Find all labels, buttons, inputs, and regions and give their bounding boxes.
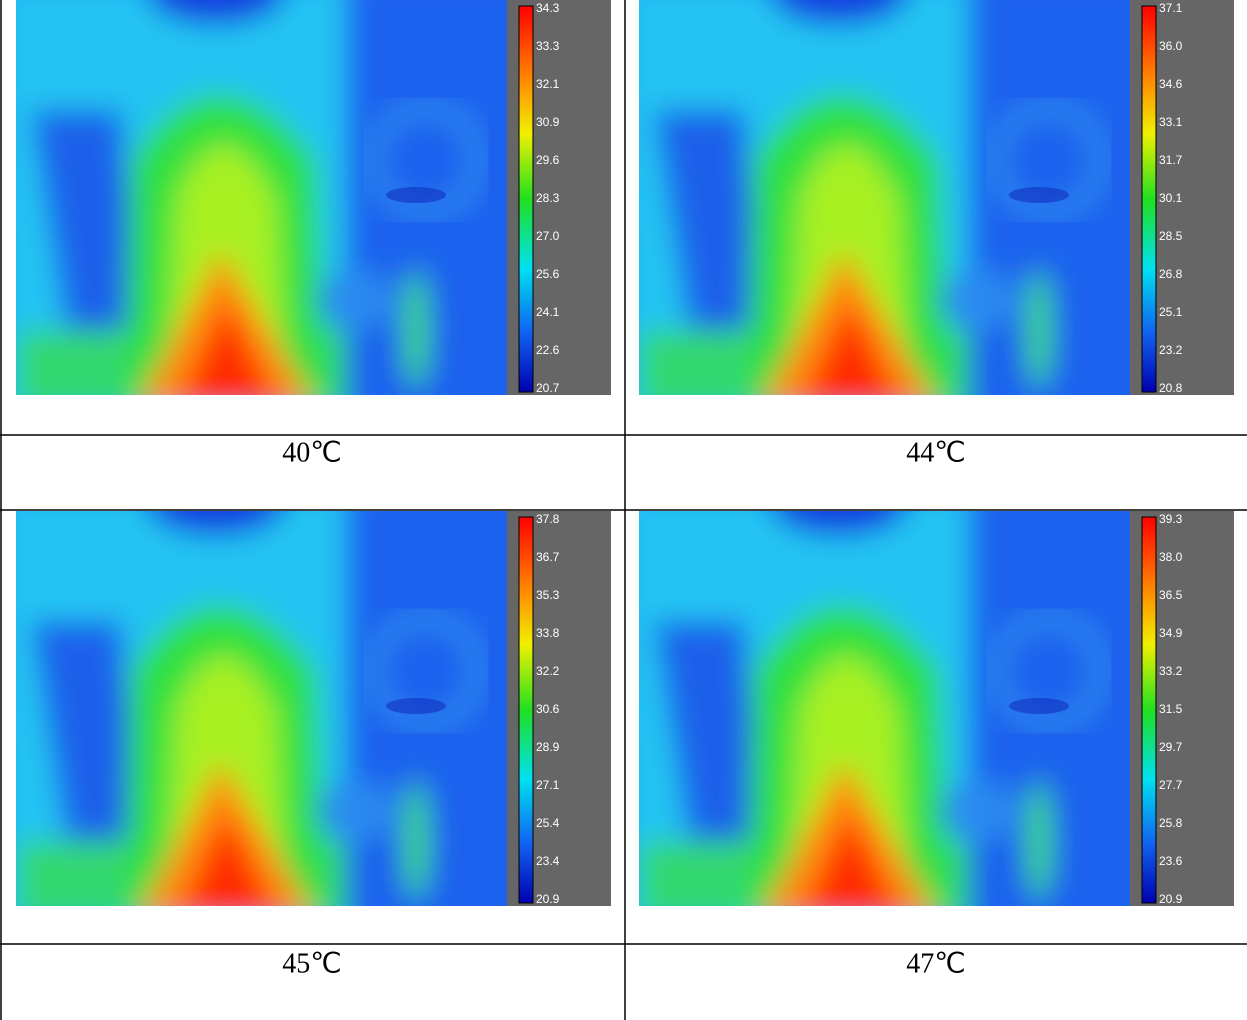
caption: 47℃ (906, 948, 965, 979)
colorbar-tick-label: 35.3 (536, 588, 560, 602)
colorbar-tick-label: 20.9 (1159, 892, 1183, 906)
colorbar-tick-label: 29.7 (1159, 740, 1183, 754)
colorbar-tick-label: 37.8 (536, 512, 560, 526)
colorbar-tick-label: 37.1 (1159, 1, 1183, 15)
colorbar-tick-label: 36.0 (1159, 39, 1183, 53)
colorbar-tick-label: 38.0 (1159, 550, 1183, 564)
colorbar-tick-label: 23.2 (1159, 343, 1183, 357)
colorbar-tick-label: 20.7 (536, 381, 560, 395)
colorbar-tick-label: 23.6 (1159, 854, 1183, 868)
thermal-panel: 37.8 36.7 35.3 33.8 32.2 30.6 28.9 27.1 25.4 23.4… (0, 466, 611, 931)
thermal-panel: 37.1 36.0 34.6 33.1 31.7 30.1 28.5 26.8 25.1 23.2… (619, 0, 1234, 420)
caption: 44℃ (906, 437, 965, 468)
colorbar-tick-label: 27.7 (1159, 778, 1183, 792)
colorbar-tick-label: 26.8 (1159, 267, 1183, 281)
colorbar-tick-label: 29.6 (536, 153, 560, 167)
colorbar-tick-label: 28.9 (536, 740, 560, 754)
colorbar-tick-label: 32.2 (536, 664, 560, 678)
colorbar-tick-label: 33.3 (536, 39, 560, 53)
colorbar-tick-label: 34.3 (536, 1, 560, 15)
figure-table: 34.3 33.3 32.1 30.9 29.6 28.3 27.0 25.6 24.1 22.6… (0, 0, 1247, 1020)
colorbar-tick-label: 32.1 (536, 77, 560, 91)
colorbar-tick-label: 36.7 (536, 550, 560, 564)
colorbar-tick-label: 30.1 (1159, 191, 1183, 205)
colorbar-tick-label: 25.6 (536, 267, 560, 281)
colorbar-tick-label: 25.1 (1159, 305, 1183, 319)
colorbar-tick-label: 28.3 (536, 191, 560, 205)
thermal-panel: 34.3 33.3 32.1 30.9 29.6 28.3 27.0 25.6 24.1 22.6… (0, 0, 611, 420)
colorbar-tick-label: 34.9 (1159, 626, 1183, 640)
caption: 45℃ (282, 948, 341, 979)
colorbar-tick-label: 27.0 (536, 229, 560, 243)
colorbar-tick-label: 25.4 (536, 816, 560, 830)
thermal-image (619, 0, 1149, 420)
colorbar-tick-label: 34.6 (1159, 77, 1183, 91)
colorbar-tick-label: 31.5 (1159, 702, 1183, 716)
thermal-image (619, 466, 1149, 931)
colorbar-tick-label: 25.8 (1159, 816, 1183, 830)
colorbar (519, 6, 533, 392)
colorbar-tick-label: 31.7 (1159, 153, 1183, 167)
colorbar-tick-label: 20.8 (1159, 381, 1183, 395)
colorbar-tick-label: 39.3 (1159, 512, 1183, 526)
thermal-image (0, 0, 526, 420)
thermal-panel: 39.3 38.0 36.5 34.9 33.2 31.5 29.7 27.7 25.8 23.6… (619, 466, 1234, 931)
colorbar-tick-label: 36.5 (1159, 588, 1183, 602)
colorbar-tick-label: 33.1 (1159, 115, 1183, 129)
colorbar-tick-label: 22.6 (536, 343, 560, 357)
colorbar-tick-label: 30.6 (536, 702, 560, 716)
caption: 40℃ (282, 437, 341, 468)
colorbar (1142, 6, 1156, 392)
colorbar-tick-label: 20.9 (536, 892, 560, 906)
colorbar-tick-label: 30.9 (536, 115, 560, 129)
colorbar-tick-label: 27.1 (536, 778, 560, 792)
colorbar-tick-label: 33.8 (536, 626, 560, 640)
colorbar-tick-label: 24.1 (536, 305, 560, 319)
colorbar-tick-label: 23.4 (536, 854, 560, 868)
colorbar-tick-label: 33.2 (1159, 664, 1183, 678)
colorbar-tick-label: 28.5 (1159, 229, 1183, 243)
colorbar (1142, 517, 1156, 903)
thermal-image (0, 466, 526, 931)
colorbar (519, 517, 533, 903)
